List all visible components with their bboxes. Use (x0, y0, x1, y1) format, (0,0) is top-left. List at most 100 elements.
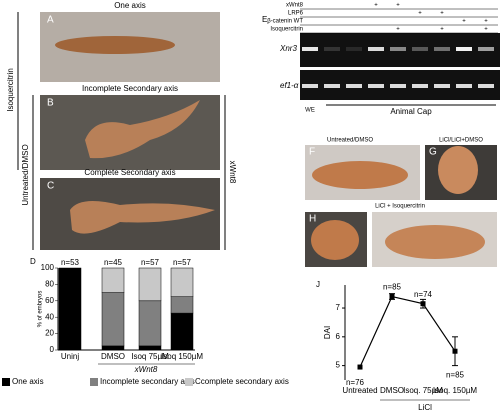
bar-segment (170, 312, 194, 351)
band (302, 47, 318, 51)
legend-swatch (90, 378, 98, 386)
legend-label: Ccomplete secondary axis (195, 377, 289, 386)
x-tick-label: Untreated (342, 386, 377, 395)
y-tick-label: 7 (336, 303, 341, 312)
condition-label: xWnt8 (286, 3, 304, 9)
x-tick-label: Isoq 75µM (131, 352, 169, 361)
band (302, 84, 318, 88)
band (456, 84, 472, 88)
panel-label: F (309, 147, 315, 158)
plus: + (484, 27, 488, 33)
y-tick-label: 100 (41, 263, 55, 272)
legend-swatch (2, 378, 10, 386)
n-label: n=85 (446, 370, 465, 379)
legend-swatch (185, 378, 193, 386)
point (357, 364, 363, 370)
x-tick-label: Isoq. 75µM (403, 386, 443, 395)
panel-title: LiCl + Isoquercitrin (375, 204, 425, 210)
band (324, 47, 340, 51)
bar-segment (138, 300, 162, 347)
embryo (312, 161, 408, 189)
bar-segment (101, 345, 125, 351)
side-label: Untreated/DMSO (21, 144, 30, 205)
x-tick-label: DMSO (380, 386, 404, 395)
x-tick-label: Uninj (61, 352, 79, 361)
plus: + (440, 11, 444, 17)
n-label: n=53 (61, 258, 80, 267)
panel-title: Untreated/DMSO (327, 138, 373, 144)
plus: + (484, 19, 488, 25)
n-label: n=45 (104, 258, 123, 267)
point (452, 348, 458, 354)
plus: + (462, 19, 466, 25)
y-axis-label: % of embryos (38, 291, 44, 328)
legend-label: One axis (12, 377, 44, 386)
n-label: n=57 (141, 258, 160, 267)
line (359, 295, 456, 368)
panel-title: One axis (114, 1, 146, 10)
side-label: xWnt8 (228, 161, 237, 184)
panel-title: Incomplete Secondary axis (82, 84, 178, 93)
band (412, 84, 428, 88)
condition-label: Isoquercitrin (270, 27, 303, 33)
panel-label: C (47, 181, 54, 192)
band (390, 84, 406, 88)
group-label: LiCl (418, 403, 432, 412)
side-label: Isoquercitrin (6, 68, 15, 112)
band (324, 84, 340, 88)
embryo (311, 220, 359, 260)
band (346, 84, 362, 88)
x-tick-label: DMSO (101, 352, 125, 361)
group-label: xWnt8 (134, 365, 158, 374)
embryo (85, 100, 200, 159)
band (368, 47, 384, 51)
x-tick-label: Isoq. 150µM (433, 386, 478, 395)
bar-segment (170, 267, 194, 297)
embryo (385, 225, 485, 259)
x-tick-label: Isoq 150µM (161, 352, 203, 361)
bar-segment (101, 267, 125, 293)
band (456, 47, 472, 51)
panel-label: B (47, 98, 54, 109)
band (478, 84, 494, 88)
n-label: n=57 (173, 258, 192, 267)
plus: + (418, 11, 422, 17)
embryo (438, 146, 478, 194)
lane-label: WE (305, 108, 315, 114)
y-tick-label: 0 (50, 345, 55, 354)
y-tick-label: 80 (45, 280, 54, 289)
panel-title: Complete Secondary axis (84, 168, 175, 177)
band (368, 84, 384, 88)
panel-label: H (309, 214, 316, 225)
panel-title: LiCl/LiCl+DMSO (439, 138, 483, 144)
n-label: n=74 (414, 290, 433, 299)
plus: + (440, 27, 444, 33)
y-tick-label: 40 (45, 312, 54, 321)
y-tick-label: 6 (336, 332, 341, 341)
legend-label: Incomplete secondary axis (100, 377, 195, 386)
panel-label: E (262, 15, 267, 24)
plus: + (396, 3, 400, 9)
band (434, 84, 450, 88)
band (346, 47, 362, 51)
embryo (70, 201, 215, 234)
y-axis-label: DAI (323, 326, 332, 339)
band (434, 47, 450, 51)
bar-segment (58, 267, 82, 351)
bar-segment (138, 345, 162, 351)
panel-label: G (429, 147, 437, 158)
bar-segment (138, 267, 162, 302)
bar-segment (170, 296, 194, 314)
condition-label: LRP6 (288, 11, 304, 17)
y-tick-label: 60 (45, 296, 54, 305)
panel-label: A (47, 15, 54, 26)
panel-label: J (316, 280, 320, 289)
gene-label: Xnr3 (279, 44, 297, 53)
plus: + (396, 27, 400, 33)
point (420, 301, 426, 307)
band (412, 47, 428, 51)
plus: + (374, 3, 378, 9)
y-tick-label: 20 (45, 329, 54, 338)
n-label: n=85 (383, 283, 402, 292)
